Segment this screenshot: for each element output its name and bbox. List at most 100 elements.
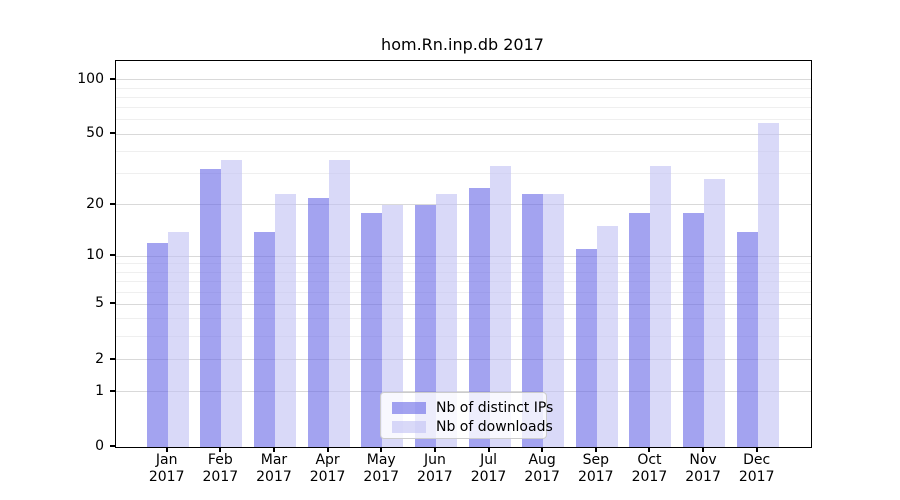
x-axis-tick: [702, 447, 705, 452]
major-gridline: [116, 204, 811, 206]
x-tick-month: Jul: [480, 452, 497, 468]
x-tick-month: Feb: [207, 452, 233, 468]
bar-jun-distinct-ips: [414, 204, 436, 447]
x-tick-year: 2017: [417, 469, 453, 485]
legend: Nb of distinct IPs Nb of downloads: [380, 392, 553, 439]
y-axis-tick: [110, 77, 115, 80]
x-tick-label-sep: Sep 2017: [564, 452, 628, 486]
y-tick-label-50: 50: [86, 125, 104, 142]
major-gridline: [116, 359, 811, 361]
x-tick-month: May: [366, 452, 396, 468]
y-axis-tick: [110, 254, 115, 257]
minor-gridline: [116, 119, 811, 121]
y-tick-label-2: 2: [95, 350, 104, 367]
x-tick-month: Aug: [528, 452, 556, 468]
minor-gridline: [116, 336, 811, 338]
major-gridline: [116, 255, 811, 257]
x-axis-tick: [219, 447, 222, 452]
bar-sep-distinct-ips: [575, 249, 597, 447]
bar-jul-distinct-ips: [468, 187, 490, 447]
bar-dec-distinct-ips: [736, 231, 758, 447]
major-gridline: [116, 133, 811, 135]
y-axis-tick: [110, 389, 115, 392]
bar-nov-downloads: [704, 179, 726, 447]
x-axis-tick: [541, 447, 544, 452]
y-axis-tick: [110, 357, 115, 360]
bar-jan-distinct-ips: [146, 242, 168, 447]
chart-title: hom.Rn.inp.db 2017: [381, 35, 544, 54]
y-tick-label-5: 5: [95, 295, 104, 312]
x-tick-month: Jun: [423, 452, 446, 468]
bar-oct-distinct-ips: [629, 212, 651, 447]
minor-gridline: [116, 87, 811, 89]
x-axis-tick: [272, 447, 275, 452]
y-axis-tick: [110, 132, 115, 135]
bar-mar-distinct-ips: [253, 231, 275, 447]
minor-gridline: [116, 271, 811, 273]
x-tick-year: 2017: [202, 469, 239, 485]
x-axis-tick: [326, 447, 329, 452]
minor-gridline: [116, 318, 811, 320]
legend-item-downloads: Nb of downloads: [392, 418, 553, 435]
x-axis-tick: [433, 447, 436, 452]
x-tick-year: 2017: [631, 469, 668, 485]
x-axis-tick: [648, 447, 651, 452]
bar-may-downloads: [382, 204, 404, 447]
bar-feb-distinct-ips: [200, 168, 222, 447]
x-axis-tick: [594, 447, 597, 452]
bar-feb-downloads: [221, 159, 243, 447]
x-tick-label-jun: Jun 2017: [403, 452, 467, 486]
x-axis-tick: [487, 447, 490, 452]
bar-apr-downloads: [328, 159, 350, 447]
legend-label-downloads: Nb of downloads: [436, 418, 553, 435]
x-tick-label-mar: Mar 2017: [242, 452, 306, 486]
bar-aug-distinct-ips: [522, 194, 544, 447]
x-tick-month: Mar: [260, 452, 288, 468]
x-tick-month: Dec: [743, 452, 771, 468]
bar-nov-distinct-ips: [683, 212, 705, 447]
bar-jul-downloads: [489, 166, 511, 447]
legend-swatch-distinct-ips: [392, 401, 426, 414]
x-tick-month: Nov: [689, 452, 717, 468]
x-tick-year: 2017: [309, 469, 346, 485]
x-axis-tick: [165, 447, 168, 452]
minor-gridline: [116, 263, 811, 265]
x-tick-year: 2017: [363, 469, 400, 485]
x-axis-tick: [380, 447, 383, 452]
x-tick-year: 2017: [470, 469, 507, 485]
major-gridline: [116, 391, 811, 393]
x-tick-month: Sep: [582, 452, 609, 468]
x-tick-year: 2017: [524, 469, 560, 485]
bar-may-distinct-ips: [361, 212, 383, 447]
major-gridline: [116, 79, 811, 81]
x-tick-label-aug: Aug 2017: [510, 452, 574, 486]
x-tick-label-nov: Nov 2017: [671, 452, 735, 486]
minor-gridline: [116, 173, 811, 175]
minor-gridline: [116, 151, 811, 153]
x-tick-label-apr: Apr 2017: [296, 452, 360, 486]
x-tick-label-oct: Oct 2017: [617, 452, 681, 486]
minor-gridline: [116, 291, 811, 293]
x-tick-year: 2017: [738, 469, 775, 485]
x-tick-month: Oct: [637, 452, 662, 468]
major-gridline: [116, 303, 811, 305]
y-tick-label-20: 20: [86, 195, 104, 212]
legend-label-distinct-ips: Nb of distinct IPs: [436, 399, 554, 416]
bar-jun-downloads: [435, 194, 457, 447]
y-axis-tick: [110, 202, 115, 205]
legend-swatch-downloads: [392, 420, 426, 433]
bar-jan-downloads: [167, 231, 189, 447]
legend-item-distinct-ips: Nb of distinct IPs: [392, 399, 553, 416]
minor-gridline: [116, 107, 811, 109]
x-tick-label-may: May 2017: [349, 452, 413, 486]
y-axis-tick: [110, 445, 115, 447]
y-tick-label-0: 0: [95, 438, 104, 454]
x-tick-year: 2017: [148, 469, 185, 485]
x-tick-month: Jan: [155, 452, 178, 468]
plot-area: Nb of distinct IPs Nb of downloads: [115, 60, 812, 448]
y-tick-label-100: 100: [77, 70, 104, 87]
bar-mar-downloads: [274, 194, 296, 447]
x-tick-label-dec: Dec 2017: [725, 452, 789, 486]
x-tick-label-feb: Feb 2017: [188, 452, 252, 486]
